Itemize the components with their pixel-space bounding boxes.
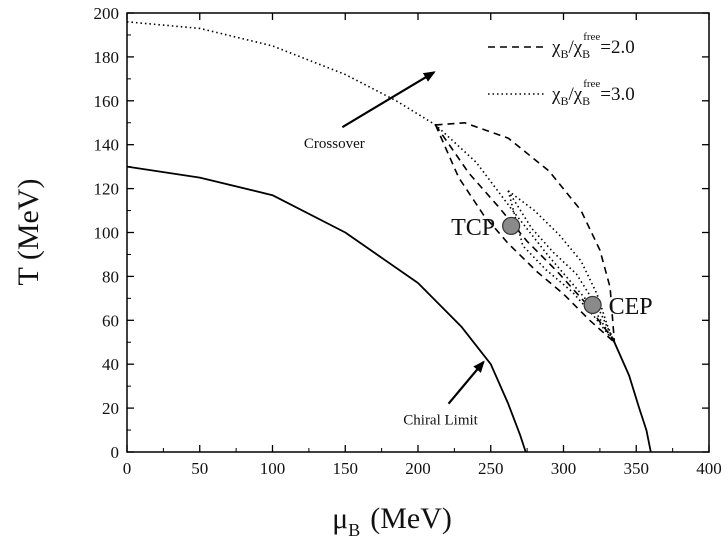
- point-label-tcp: TCP: [451, 215, 495, 241]
- point-cep: [583, 295, 602, 315]
- y-tick-label: 180: [94, 48, 120, 67]
- x-axis-title-unit: (MeV): [370, 502, 452, 535]
- series-line-dotted-3: [126, 21, 616, 343]
- x-axis-title: μB (MeV): [332, 502, 452, 540]
- x-tick-label: 350: [624, 459, 650, 478]
- x-tick-label: 400: [696, 459, 722, 478]
- y-tick-label: 120: [94, 180, 120, 199]
- annotation-label-2: Chiral Limit: [403, 413, 478, 429]
- x-axis-title-sub: B: [348, 520, 360, 540]
- x-tick-label: 300: [551, 459, 577, 478]
- point-label-cep: CEP: [609, 294, 653, 320]
- x-tick-label: 200: [405, 459, 431, 478]
- y-tick-label: 140: [94, 136, 120, 155]
- y-tick-label: 20: [102, 399, 119, 418]
- annotation-layer: Crossover Chiral Limit: [304, 71, 485, 429]
- annotation-label-1: Crossover: [304, 136, 365, 152]
- y-axis-title: T (MeV): [12, 179, 45, 286]
- series-line-dotted-8: [507, 190, 616, 343]
- y-tick-label: 200: [94, 4, 120, 23]
- series-line-dashed-5: [434, 124, 616, 343]
- legend-label-dotted: χB/χBfree=3.0: [551, 78, 635, 108]
- annotation-arrow-2: [447, 360, 485, 405]
- series-line-dotted-7: [507, 190, 616, 343]
- x-tick-label: 250: [478, 459, 504, 478]
- annotation-arrow-1: [341, 71, 436, 129]
- plot-frame: [126, 12, 710, 453]
- y-tick-label: 80: [102, 267, 119, 286]
- series-line-solid-2: [613, 341, 652, 453]
- legend-label-dashed: χB/χBfree=2.0: [551, 31, 635, 61]
- legend: χB/χBfree=2.0 χB/χBfree=3.0: [488, 31, 635, 108]
- points-layer: TCP CEP: [451, 215, 653, 320]
- y-tick-label: 60: [102, 311, 119, 330]
- point-tcp: [502, 216, 521, 236]
- x-tick-label: 0: [123, 459, 132, 478]
- y-tick-label: 0: [111, 443, 120, 462]
- series-line-dashed-4: [435, 122, 616, 343]
- y-tick-label: 100: [94, 224, 120, 243]
- series-layer: [126, 21, 652, 453]
- y-tick-label: 40: [102, 355, 119, 374]
- axis-ticks: 0 50 100 150 200 250 300 350 400 0 20 40 60 80 100 120 1…: [94, 4, 722, 478]
- x-tick-label: 150: [333, 459, 359, 478]
- x-axis-title-main: μ: [332, 502, 348, 535]
- x-tick-label: 100: [260, 459, 286, 478]
- y-tick-label: 160: [94, 92, 120, 111]
- series-line-solid-1: [126, 165, 527, 453]
- x-tick-label: 50: [191, 459, 208, 478]
- series-line-dashed-6: [434, 124, 615, 343]
